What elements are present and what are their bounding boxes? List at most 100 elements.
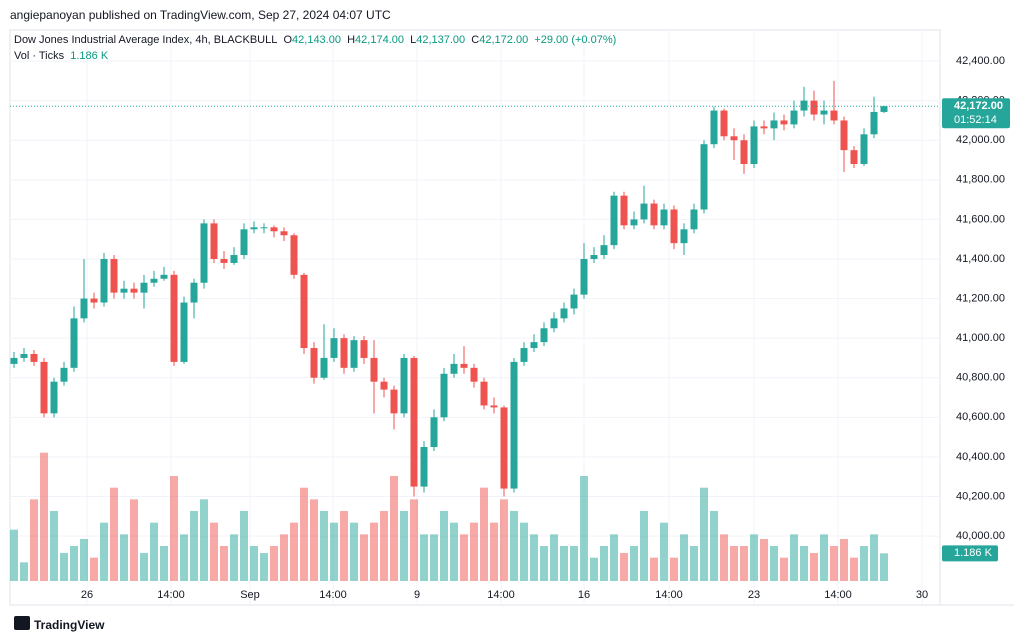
candle-body (510, 361, 518, 489)
volume-bar (370, 522, 378, 581)
volume-bar (210, 522, 218, 581)
candle-body (880, 106, 888, 112)
candle-body (630, 219, 638, 226)
candle-body (430, 417, 438, 448)
volume-bar (880, 553, 888, 581)
volume-bar (150, 522, 158, 581)
candle-body (820, 110, 828, 115)
x-tick-label: 9 (414, 589, 420, 601)
volume-bar (760, 539, 768, 581)
volume-bar (540, 546, 548, 581)
volume-bar (840, 539, 848, 581)
candle-body (460, 363, 468, 368)
volume-bar (380, 511, 388, 581)
candle-body (790, 110, 798, 125)
candle-body (550, 318, 558, 329)
candle-body (530, 342, 538, 349)
candle-body (370, 357, 378, 382)
volume-bar (440, 511, 448, 581)
volume-bar (710, 511, 718, 581)
volume-label: 1.186 K (954, 547, 993, 559)
volume-bar (250, 546, 258, 581)
candle-body (690, 209, 698, 230)
candle-body (730, 136, 738, 141)
axes: 40,000.00 40,200.00 40,400.00 40,600.00 40,8… (81, 55, 1010, 601)
volume-bar (680, 534, 688, 581)
value: 42,143.00 (292, 34, 341, 46)
candle-body (320, 357, 328, 378)
candle-body (20, 353, 28, 358)
candle-body (10, 357, 18, 364)
candle-body (780, 120, 788, 125)
volume-bar (200, 499, 208, 581)
volume-bar (630, 546, 638, 581)
volume-bar (730, 546, 738, 581)
volume-bar (560, 546, 568, 581)
volume-bar (110, 487, 118, 581)
candle-body (720, 110, 728, 137)
label: H (347, 34, 356, 46)
candle-body (500, 407, 508, 489)
volume-bar (780, 557, 788, 581)
x-tick-label: 23 (748, 589, 760, 601)
volume-bar (610, 534, 618, 581)
candle-body (480, 381, 488, 406)
volume-bar (180, 534, 188, 581)
label: L (410, 34, 417, 46)
volume-bar (360, 534, 368, 581)
volume-bar (870, 534, 878, 581)
candle-body (600, 245, 608, 256)
volume-bar (420, 534, 428, 581)
candle-body (840, 120, 848, 151)
candle-body (240, 229, 248, 256)
label: O (283, 34, 293, 46)
volume-bar (40, 452, 48, 581)
candle-body (230, 255, 238, 263)
y-tick-label: 41,200.00 (956, 292, 1005, 304)
candle-body (100, 258, 108, 303)
volume-bar (330, 522, 338, 581)
candle-body (760, 126, 768, 129)
candle-body (560, 308, 568, 319)
volume-bar (10, 529, 18, 581)
candle-body (200, 223, 208, 283)
candle-body (870, 111, 878, 135)
candle-body (220, 258, 228, 263)
volume-bar (340, 511, 348, 581)
label: Vol · Ticks (14, 50, 65, 62)
volume-bar (140, 553, 148, 581)
volume-bar (820, 534, 828, 581)
candle-body (310, 348, 318, 378)
volume-bar (190, 511, 198, 581)
candle-body (420, 447, 428, 487)
volume-bar (460, 534, 468, 581)
candle-body (770, 120, 778, 129)
x-tick-label: 14:00 (319, 589, 347, 601)
candle-body (590, 255, 598, 259)
candle-body (140, 282, 148, 293)
volume-bar (770, 546, 778, 581)
y-tick-label: 40,400.00 (956, 451, 1005, 463)
volume-bar (510, 511, 518, 581)
candles (10, 80, 940, 497)
y-tick-label: 40,600.00 (956, 411, 1005, 423)
logo (14, 616, 30, 630)
x-tick-label: 14:00 (157, 589, 185, 601)
candle-body (290, 235, 298, 275)
volume-bar (580, 476, 588, 581)
volume-bar (90, 557, 98, 581)
volume-bar (550, 534, 558, 581)
candle-body (830, 110, 838, 121)
volume-bar (320, 511, 328, 581)
candle-body (540, 328, 548, 343)
candle-body (350, 340, 358, 368)
volume-bar (650, 557, 658, 581)
volume-bar (120, 534, 128, 581)
candle-body (360, 340, 368, 358)
y-tick-label: 40,200.00 (956, 490, 1005, 502)
candle-body (260, 227, 268, 229)
volume-bar (520, 522, 528, 581)
volume-bar (690, 546, 698, 581)
x-tick-label: Sep (240, 589, 260, 601)
candle-body (30, 353, 38, 362)
